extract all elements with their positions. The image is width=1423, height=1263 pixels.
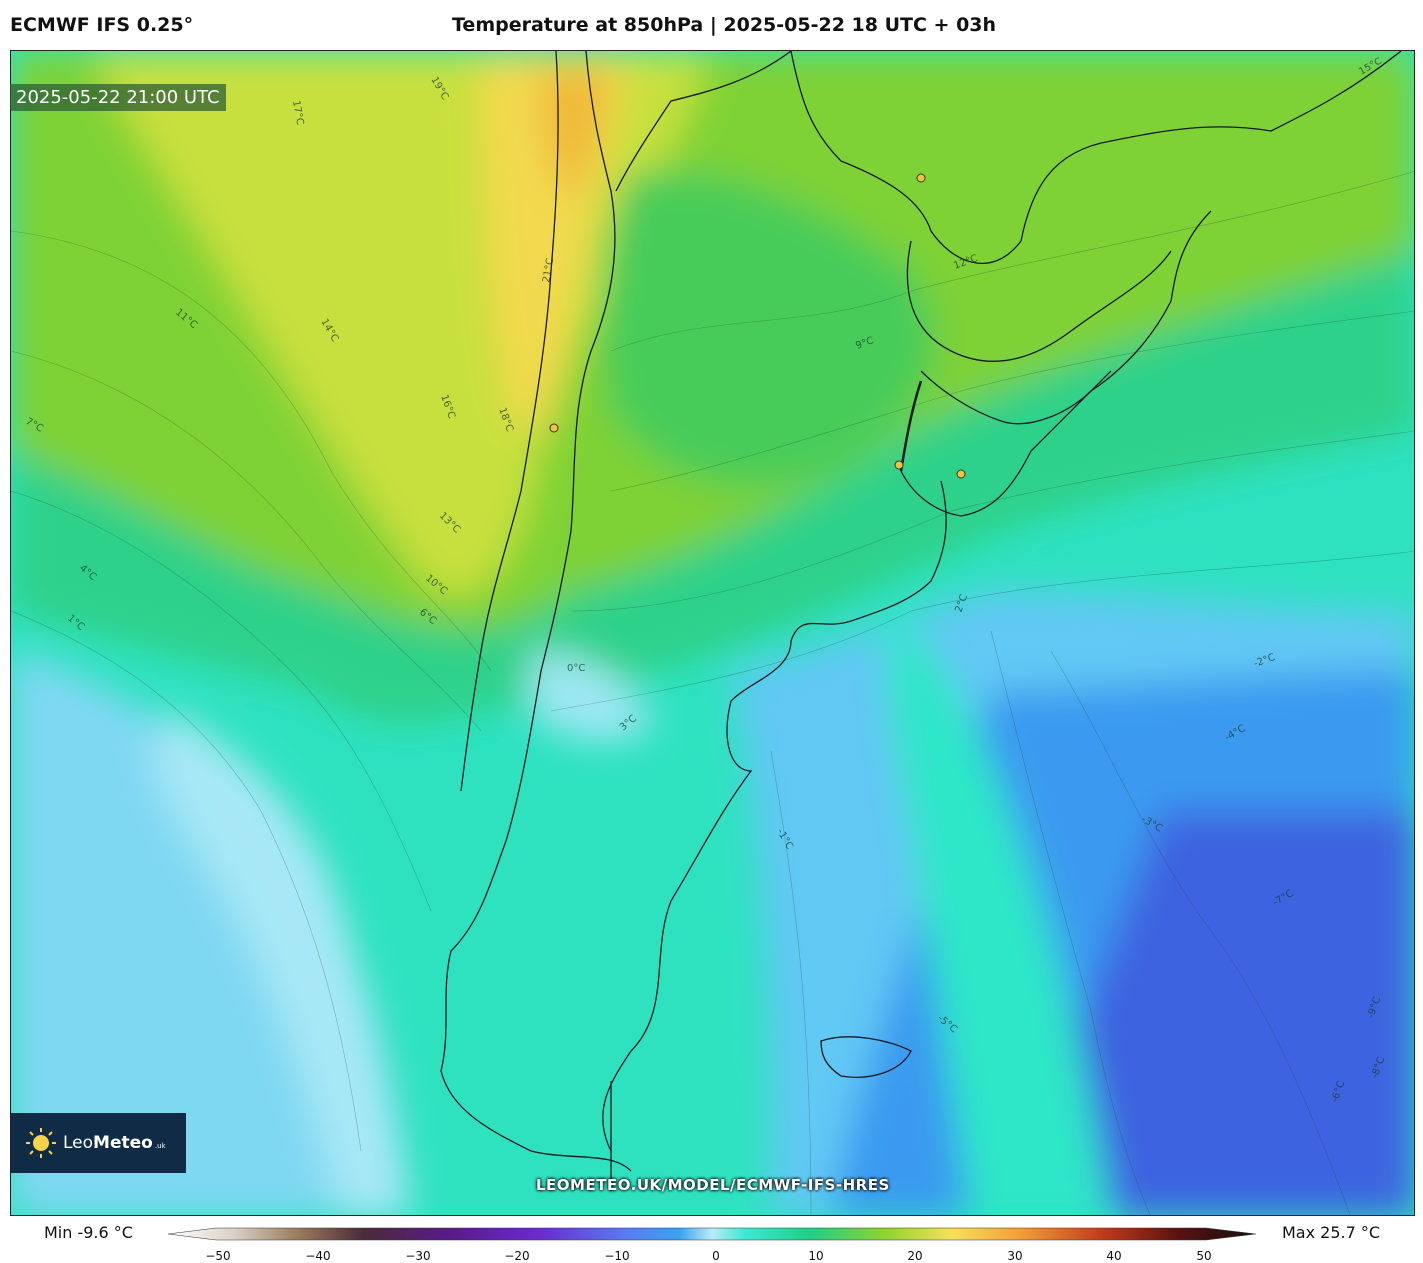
valid-time-badge: 2025-05-22 21:00 UTC [10,84,226,111]
argentina-atlantic-coast [602,480,947,1152]
paraguay-border [790,51,1022,265]
country-borders [440,51,1402,1191]
logo-suffix: .uk [154,1142,166,1150]
colorbar-tick: −40 [305,1249,331,1263]
field-deep-blue [1011,811,1414,1215]
isotherm-line [11,490,432,912]
rio-de-la-plata [900,370,1112,517]
field-green-interior [600,169,936,488]
isotherm-line [570,430,1414,612]
isotherm-line [11,350,482,732]
patagonia-fjord-coast [440,840,632,1172]
isotherm-line [1050,650,1351,1215]
contour-label: 21°C [541,257,556,283]
brazil-border [1020,51,1402,242]
min-value-label: Min -9.6 °C [44,1223,133,1242]
colorbar-tick: 50 [1196,1249,1212,1263]
isotherm-line [11,610,362,1152]
brazil-argentina-border [906,240,1172,363]
colorbar-tick: 10 [808,1249,824,1263]
colorbar-tick: −50 [205,1249,231,1263]
isotherm-line [610,310,1414,492]
colorbar-tick: −10 [604,1249,630,1263]
isotherm-line [770,750,812,1215]
uruguay-river [899,380,923,472]
temperature-map[interactable]: 17°C 19°C 14°C 16°C 18°C 13°C 11°C 10°C … [10,50,1415,1216]
city-marker [894,460,904,470]
isotherm-line [610,171,1414,352]
andes-border [505,51,616,842]
colorbar-tick: −20 [504,1249,530,1263]
city-markers [549,173,966,479]
isotherm-line [550,550,1414,712]
city-marker [549,423,559,433]
field-pale-patch [531,651,651,742]
leometeo-logo[interactable]: LeoMeteo .uk [11,1113,186,1173]
city-marker [916,173,926,183]
colorbar-tick: 20 [907,1249,923,1263]
isotherm-lines [11,171,1414,1215]
contour-label: 17°C [290,100,305,126]
chart-title: Temperature at 850hPa | 2025-05-22 18 UT… [452,14,997,36]
isotherm-line [11,230,492,672]
temperature-colorbar [168,1227,1257,1241]
colorbar-tick: −30 [405,1249,431,1263]
map-canvas: 17°C 19°C 14°C 16°C 18°C 13°C 11°C 10°C … [11,51,1414,1215]
sun-icon [26,1128,56,1158]
isotherm-line [990,630,1151,1215]
colorbar-tick: 40 [1106,1249,1122,1263]
logo-text: LeoMeteo [63,1133,153,1153]
contour-label: 0°C [567,663,585,674]
field-green-band [11,251,1414,723]
model-title: ECMWF IFS 0.25° [10,14,194,36]
field-mid-tongue [887,611,1111,1215]
field-light-coastal [154,711,411,1215]
falkland-islands [820,1036,912,1078]
colorbar-tick: 0 [712,1249,720,1263]
chile-coast [460,51,559,792]
max-value-label: Max 25.7 °C [1282,1223,1381,1242]
colorbar-tick: 30 [1007,1249,1023,1263]
source-watermark: LEOMETEO.UK/MODEL/ECMWF-IFS-HRES [536,1176,890,1194]
city-marker [956,469,966,479]
argentina-bolivia-border [615,51,792,192]
